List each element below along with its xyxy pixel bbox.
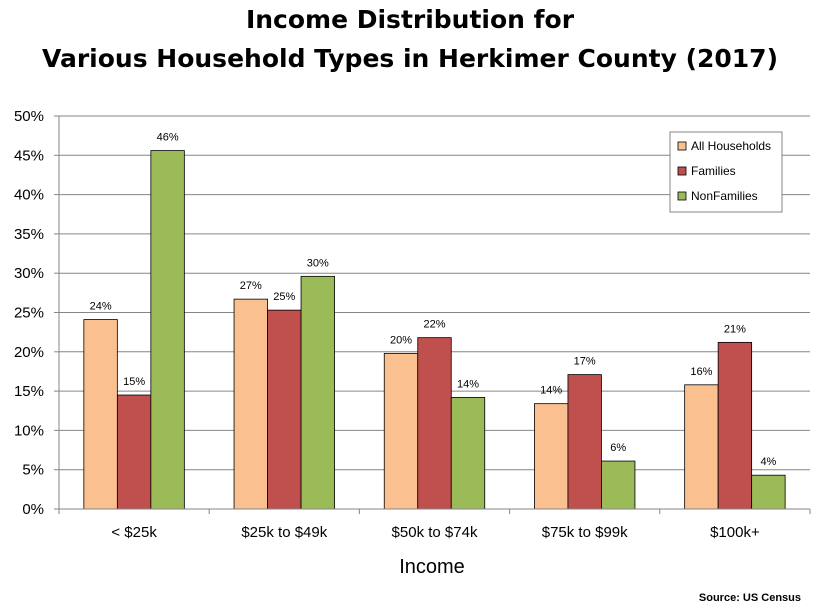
- legend: All Households Families NonFamilies: [669, 131, 783, 213]
- y-tick-label: 50%: [14, 108, 44, 125]
- y-tick-label: 25%: [14, 305, 44, 322]
- data-label: 20%: [390, 334, 412, 346]
- bar: [116, 394, 152, 510]
- x-axis-title: Income: [399, 556, 465, 578]
- data-label: 16%: [690, 366, 712, 378]
- bar: [300, 275, 335, 510]
- y-tick-label: 40%: [14, 187, 44, 204]
- y-tick-label: 5%: [22, 462, 44, 479]
- data-label: 24%: [90, 301, 112, 313]
- x-tick-label: $25k to $49k: [241, 524, 327, 541]
- y-tick-label: 0%: [22, 501, 44, 518]
- y-tick-label: 15%: [14, 383, 44, 400]
- y-axis-ticks: 0% 5% 10% 15% 20% 25% 30% 35% 40% 45% 50%: [14, 108, 44, 518]
- bar: [534, 403, 569, 510]
- legend-label: NonFamilies: [691, 189, 758, 203]
- y-tick-label: 30%: [14, 265, 44, 282]
- legend-swatch: [677, 166, 687, 176]
- legend-box: [669, 131, 783, 213]
- data-label: 6%: [610, 442, 626, 454]
- y-tick-label: 10%: [14, 422, 44, 439]
- bar: [601, 460, 636, 510]
- x-axis-categories: < $25k $25k to $49k $50k to $74k $75k to $9…: [111, 524, 760, 541]
- bar: [684, 384, 719, 510]
- data-label: 22%: [423, 319, 445, 331]
- data-label: 17%: [574, 356, 596, 368]
- bar: [450, 396, 486, 510]
- bar: [150, 150, 185, 510]
- bars: [83, 150, 786, 510]
- data-labels: 24% 15% 46% 27% 25% 30% 20% 22% 14% 14% 17% 6% 16% 21…: [90, 132, 777, 469]
- bar: [233, 298, 268, 510]
- y-tick-label: 20%: [14, 344, 44, 361]
- bar: [417, 337, 452, 510]
- data-label: 14%: [540, 385, 562, 397]
- data-label: 46%: [157, 132, 179, 144]
- bar: [717, 341, 753, 510]
- y-tick-label: 45%: [14, 147, 44, 164]
- x-tick-label: < $25k: [111, 524, 157, 541]
- bar: [83, 319, 118, 510]
- chart-title-line-2: Various Household Types in Herkimer Coun…: [42, 44, 778, 73]
- data-label: 30%: [307, 257, 329, 269]
- x-tick-label: $100k+: [710, 524, 760, 541]
- source-note: Source: US Census: [699, 592, 801, 604]
- chart-title-line-1: Income Distribution for: [246, 5, 575, 34]
- x-tick-label: $50k to $74k: [392, 524, 478, 541]
- legend-label: All Households: [691, 139, 771, 153]
- bar: [383, 352, 419, 510]
- data-label: 14%: [457, 378, 479, 390]
- data-label: 21%: [724, 323, 746, 335]
- legend-swatch: [677, 141, 687, 151]
- data-label: 27%: [240, 280, 262, 292]
- x-tick-label: $75k to $99k: [542, 524, 628, 541]
- data-label: 4%: [760, 456, 776, 468]
- data-label: 15%: [123, 376, 145, 388]
- bar: [267, 309, 302, 510]
- legend-label: Families: [691, 164, 736, 178]
- bar: [567, 374, 602, 510]
- bar: [751, 474, 786, 510]
- legend-swatch: [677, 191, 687, 201]
- data-label: 25%: [273, 291, 295, 303]
- y-tick-label: 35%: [14, 226, 44, 243]
